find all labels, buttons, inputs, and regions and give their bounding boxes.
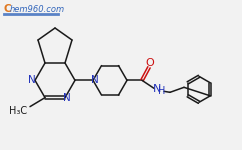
Text: H: H: [158, 86, 166, 96]
Text: N: N: [63, 93, 71, 103]
Text: N: N: [28, 75, 36, 85]
Text: O: O: [146, 58, 154, 68]
Text: hem960.com: hem960.com: [9, 4, 65, 14]
Text: H₃C: H₃C: [9, 106, 27, 116]
Text: N: N: [153, 84, 161, 94]
Text: N: N: [91, 75, 99, 85]
Text: C: C: [4, 4, 12, 14]
